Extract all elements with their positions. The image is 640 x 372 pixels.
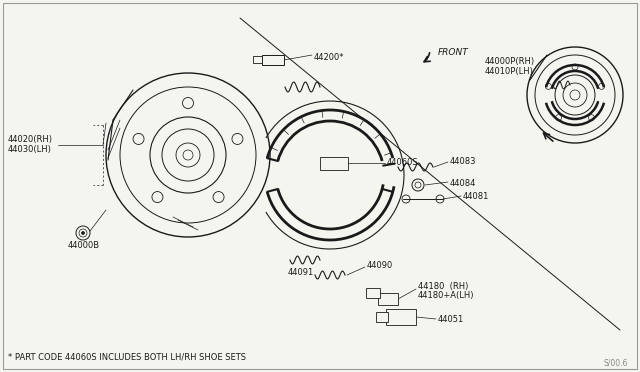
Text: 44081: 44081 [463, 192, 490, 201]
Text: 44180+A(LH): 44180+A(LH) [418, 291, 474, 300]
Text: FRONT: FRONT [438, 48, 468, 57]
Text: * PART CODE 44060S INCLUDES BOTH LH/RH SHOE SETS: * PART CODE 44060S INCLUDES BOTH LH/RH S… [8, 352, 246, 361]
Bar [253, 56, 262, 63]
Bar [378, 293, 398, 305]
Bar [320, 157, 348, 170]
Text: 44051: 44051 [438, 315, 464, 324]
Bar [386, 309, 416, 325]
Bar [262, 55, 284, 65]
Text: 44084: 44084 [450, 179, 476, 188]
Text: 44091: 44091 [288, 268, 314, 277]
Bar [376, 312, 388, 322]
Circle shape [81, 231, 84, 234]
Text: S/00.6: S/00.6 [604, 358, 628, 367]
Text: 44180  (RH): 44180 (RH) [418, 282, 468, 291]
Text: 44020(RH): 44020(RH) [8, 135, 53, 144]
Text: 44083: 44083 [450, 157, 477, 166]
Text: 44010P(LH): 44010P(LH) [485, 67, 534, 76]
Text: 44200*: 44200* [314, 53, 344, 62]
Text: 44090: 44090 [367, 261, 393, 270]
Bar [366, 288, 380, 298]
Text: 44000P(RH): 44000P(RH) [485, 57, 535, 66]
Text: 44030(LH): 44030(LH) [8, 145, 52, 154]
Text: 44060S: 44060S [387, 158, 419, 167]
Text: 44000B: 44000B [68, 241, 100, 250]
